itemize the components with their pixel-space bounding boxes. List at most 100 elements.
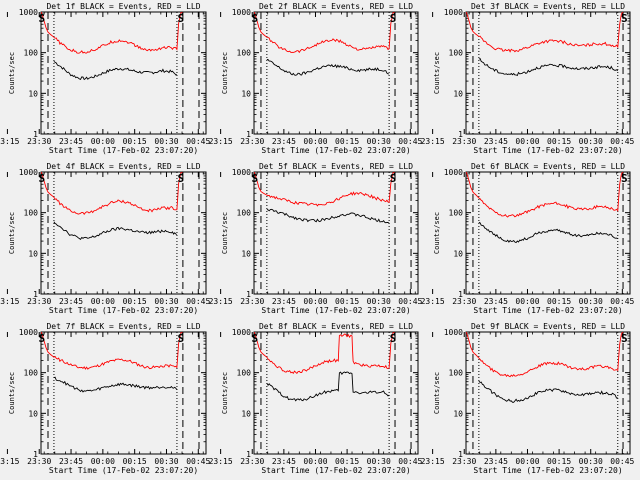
y-tick-label: 1 xyxy=(33,450,38,459)
x-tick-label: 00:30 xyxy=(367,457,391,466)
y-axis-label: Counts/sec xyxy=(433,212,441,254)
plot-frame xyxy=(253,171,419,295)
panel-title: Det 2f BLACK = Events, RED = LLD xyxy=(259,2,413,11)
detector-panel-2: Det 2f BLACK = Events, RED = LLD 1 10 100 10… xyxy=(209,2,423,155)
plot-frame xyxy=(253,11,419,135)
x-axis-label: Start Time (17-Feb-02 23:07:20) xyxy=(49,466,198,475)
detector-panel-8: Det 8f BLACK = Events, RED = LLD 1 10 100 10… xyxy=(209,322,423,475)
y-tick-label: 10 xyxy=(453,249,463,258)
y-tick-label: 10 xyxy=(28,409,38,418)
series-line-events xyxy=(478,380,618,403)
plot-frame xyxy=(40,171,207,295)
plot-area xyxy=(254,12,395,76)
x-tick-label: 23:30 xyxy=(452,457,476,466)
saa-marker: S xyxy=(621,12,628,25)
x-tick-label: 00:15 xyxy=(123,297,147,306)
y-tick-label: 1000 xyxy=(444,328,463,337)
plot-area xyxy=(466,332,624,403)
x-tick-label: 23:30 xyxy=(240,297,264,306)
series-line-events xyxy=(478,221,618,244)
saa-marker: S xyxy=(390,12,397,25)
saa-marker: S xyxy=(390,332,397,345)
x-tick-label: 23:45 xyxy=(272,297,296,306)
detector-panel-3: Det 3f BLACK = Events, RED = LLD 1 10 100 10… xyxy=(421,2,635,155)
plot-frame xyxy=(40,11,207,135)
y-tick-label: 1000 xyxy=(19,168,38,177)
x-tick-label: 23:45 xyxy=(59,297,83,306)
y-tick-label: 1 xyxy=(246,130,251,139)
x-tick-label: 23:15 xyxy=(209,137,233,146)
x-tick-label: 23:45 xyxy=(59,137,83,146)
y-tick-label: 1 xyxy=(33,290,38,299)
series-line-events xyxy=(266,208,390,224)
plot-frame xyxy=(40,331,207,455)
y-tick-label: 10 xyxy=(241,89,251,98)
plot-area xyxy=(41,172,183,241)
x-tick-label: 00:00 xyxy=(515,137,539,146)
y-tick-label: 100 xyxy=(449,369,464,378)
x-tick-label: 00:15 xyxy=(335,457,359,466)
x-tick-label: 00:45 xyxy=(610,137,634,146)
x-tick-label: 00:30 xyxy=(367,137,391,146)
series-line-lld xyxy=(466,332,624,378)
saa-marker: S xyxy=(39,12,46,25)
x-tick-label: 23:15 xyxy=(421,457,445,466)
y-axis-label: Counts/sec xyxy=(8,372,16,414)
detector-panel-4: Det 4f BLACK = Events, RED = LLD 1 10 100 10… xyxy=(0,162,211,315)
y-tick-label: 10 xyxy=(241,249,251,258)
y-tick-label: 100 xyxy=(449,49,464,58)
plot-area xyxy=(466,12,624,77)
x-tick-label: 23:30 xyxy=(452,297,476,306)
series-line-lld xyxy=(41,12,183,54)
x-axis-label: Start Time (17-Feb-02 23:07:20) xyxy=(473,466,622,475)
saa-marker: S xyxy=(39,172,46,185)
x-tick-label: 00:15 xyxy=(335,297,359,306)
x-tick-label: 00:15 xyxy=(547,457,571,466)
series-line-events xyxy=(266,59,390,76)
x-axis-label: Start Time (17-Feb-02 23:07:20) xyxy=(261,146,410,155)
y-tick-label: 1 xyxy=(458,130,463,139)
plot-frame xyxy=(465,331,631,455)
x-tick-label: 00:45 xyxy=(398,457,422,466)
x-tick-label: 23:15 xyxy=(0,457,20,466)
y-tick-label: 1000 xyxy=(444,168,463,177)
y-tick-label: 1000 xyxy=(19,8,38,17)
y-axis-label: Counts/sec xyxy=(221,372,229,414)
x-tick-label: 00:30 xyxy=(154,297,178,306)
plot-area xyxy=(466,172,624,244)
x-tick-label: 23:15 xyxy=(421,297,445,306)
series-line-lld xyxy=(466,12,624,53)
x-tick-label: 00:15 xyxy=(123,137,147,146)
x-tick-label: 23:15 xyxy=(209,457,233,466)
x-tick-label: 00:15 xyxy=(547,137,571,146)
x-tick-label: 00:45 xyxy=(186,457,210,466)
y-tick-label: 1000 xyxy=(19,328,38,337)
x-tick-label: 00:15 xyxy=(547,297,571,306)
y-tick-label: 10 xyxy=(28,89,38,98)
series-line-lld xyxy=(254,332,395,375)
y-tick-label: 1000 xyxy=(232,328,251,337)
x-tick-label: 23:30 xyxy=(27,457,51,466)
y-tick-label: 100 xyxy=(24,369,39,378)
series-line-lld xyxy=(254,172,395,207)
y-axis-label: Counts/sec xyxy=(433,372,441,414)
x-tick-label: 23:15 xyxy=(209,297,233,306)
x-tick-label: 23:30 xyxy=(452,137,476,146)
panel-title: Det 3f BLACK = Events, RED = LLD xyxy=(471,2,625,11)
x-tick-label: 23:30 xyxy=(27,137,51,146)
panel-title: Det 1f BLACK = Events, RED = LLD xyxy=(46,2,200,11)
saa-marker: S xyxy=(390,172,397,185)
x-tick-label: 00:45 xyxy=(398,297,422,306)
y-axis-label: Counts/sec xyxy=(8,212,16,254)
y-tick-label: 1 xyxy=(246,290,251,299)
y-tick-label: 100 xyxy=(237,49,252,58)
x-axis-label: Start Time (17-Feb-02 23:07:20) xyxy=(261,306,410,315)
x-tick-label: 00:30 xyxy=(579,457,603,466)
saa-marker: S xyxy=(621,172,628,185)
x-tick-label: 00:30 xyxy=(154,457,178,466)
panel-title: Det 6f BLACK = Events, RED = LLD xyxy=(471,162,625,171)
detector-panel-1: Det 1f BLACK = Events, RED = LLD 1 10 100 10… xyxy=(0,2,211,155)
series-line-events xyxy=(53,221,178,241)
y-tick-label: 1000 xyxy=(232,168,251,177)
